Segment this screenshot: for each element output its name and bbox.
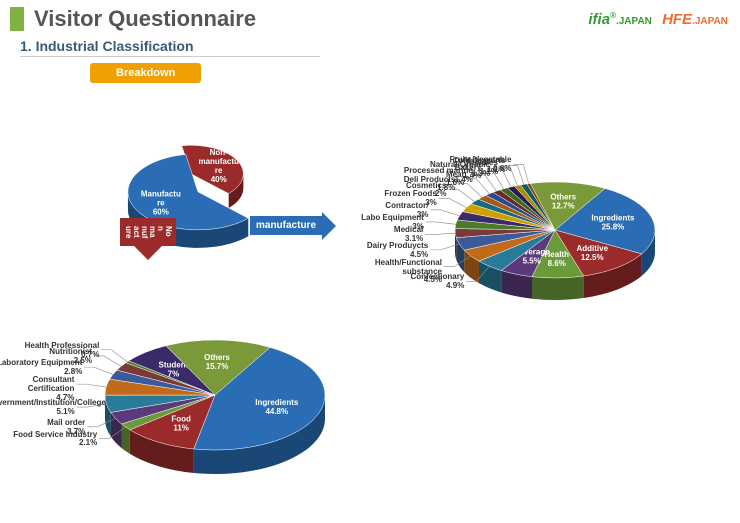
pie-label: Mail order3.7%: [0, 419, 85, 437]
svg-text:Others: Others: [204, 353, 230, 362]
svg-text:Food: Food: [171, 415, 191, 424]
nonmanufacture-pie: Ingredients44.8%Food11%Student7%Others15…: [0, 0, 740, 523]
pie-label: Consultant Certification4.7%: [0, 376, 74, 402]
svg-text:7%: 7%: [168, 370, 180, 379]
svg-text:15.7%: 15.7%: [206, 362, 229, 371]
svg-text:44.8%: 44.8%: [265, 407, 288, 416]
svg-text:11%: 11%: [173, 424, 189, 433]
svg-text:Ingredients: Ingredients: [255, 398, 299, 407]
pie-label: Health Professional0.7%: [11, 342, 99, 360]
